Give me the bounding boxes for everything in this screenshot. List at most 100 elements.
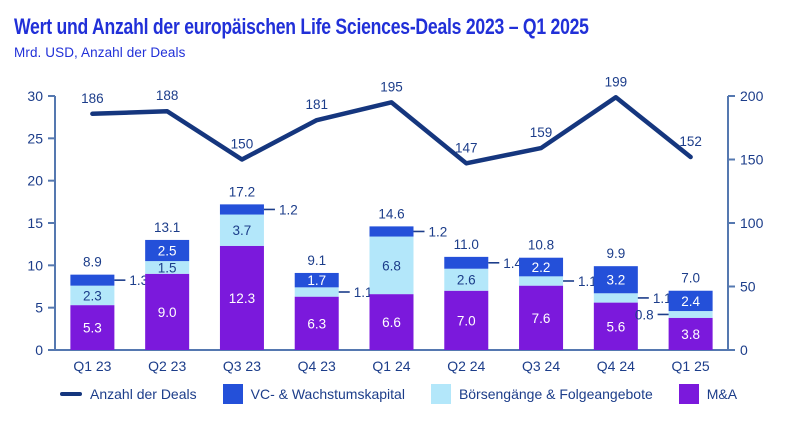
square-swatch-icon: [678, 384, 699, 404]
line-swatch-icon: [60, 392, 82, 396]
line-point-label: 159: [530, 125, 553, 140]
bar-total-label: 9.1: [307, 253, 326, 268]
bar-segment-label: 1.3: [129, 273, 148, 288]
x-axis-category-label: Q3 23: [223, 358, 261, 374]
left-axis-tick-label: 20: [27, 173, 43, 189]
chart-title: Wert und Anzahl der europäischen Life Sc…: [14, 14, 589, 39]
right-axis-tick-label: 50: [740, 279, 756, 295]
bar-segment: [145, 273, 190, 350]
bar-segment: [668, 317, 713, 350]
bar-segment: [593, 266, 638, 294]
legend-item-boersengaenge-folgeangebote: Börsengänge & Folgeangebote: [430, 384, 653, 404]
bar-segment-label: 9.0: [158, 305, 177, 320]
legend-label: M&A: [706, 386, 738, 402]
bar-segment: [145, 239, 190, 262]
chart-legend: Anzahl der Deals VC- & Wachstumskapital …: [60, 384, 737, 404]
bar-segment-label: 7.6: [532, 311, 551, 326]
left-axis-tick-label: 15: [27, 215, 43, 231]
left-axis-tick-label: 0: [35, 342, 43, 358]
bar-segment-label: 1.1: [578, 274, 597, 289]
bar-segment-label: 2.3: [83, 288, 102, 303]
left-axis-tick-label: 5: [35, 300, 43, 316]
bar-segment-label: 0.8: [635, 307, 654, 322]
bar-segment: [219, 245, 264, 350]
bar-segment-label: 3.2: [606, 273, 625, 288]
left-axis-tick-label: 30: [27, 88, 43, 104]
x-axis-category-label: Q2 24: [447, 358, 485, 374]
bar-segment-label: 2.6: [457, 273, 476, 288]
bar-segment-label: 2.2: [532, 260, 551, 275]
bar-segment: [70, 285, 115, 306]
bar-segment-label: 2.5: [158, 244, 177, 259]
bar-total-label: 13.1: [154, 220, 180, 235]
bar-segment: [444, 256, 489, 269]
bar-total-label: 9.9: [606, 246, 625, 261]
bar-segment-label: 6.3: [307, 316, 326, 331]
bar-segment-label: 12.3: [229, 291, 255, 306]
legend-item-vc-wachstumskapital: VC- & Wachstumskapital: [222, 384, 405, 404]
x-axis-category-label: Q1 23: [73, 358, 111, 374]
bar-segment: [294, 272, 339, 288]
line-point-label: 152: [679, 134, 702, 149]
bar-segment: [444, 268, 489, 291]
x-axis-category-label: Q4 23: [298, 358, 336, 374]
bar-segment: [519, 276, 564, 286]
bar-total-label: 7.0: [681, 271, 700, 286]
bar-segment-label: 1.4: [503, 256, 522, 271]
chart-subtitle: Mrd. USD, Anzahl der Deals: [14, 45, 186, 60]
bar-segment-label: 3.7: [233, 223, 252, 238]
bar-segment: [593, 293, 638, 303]
bar-segment-label: 6.8: [382, 258, 401, 273]
bar-segment: [70, 274, 115, 286]
bar-segment-label: 6.6: [382, 315, 401, 330]
x-axis-category-label: Q2 23: [148, 358, 186, 374]
legend-label: VC- & Wachstumskapital: [250, 386, 405, 402]
bar-total-label: 10.8: [528, 238, 554, 253]
bar-segment-label: 1.2: [279, 202, 298, 217]
line-point-label: 147: [455, 140, 478, 155]
x-axis-category-label: Q1 25: [672, 358, 710, 374]
bar-segment: [369, 294, 414, 350]
bar-segment: [519, 285, 564, 350]
line-point-label: 181: [305, 97, 328, 112]
deals-line: [90, 95, 693, 166]
bar-segment-label: 7.0: [457, 313, 476, 328]
bar-segment: [219, 214, 264, 246]
bar-segment-label: 5.3: [83, 321, 102, 336]
x-axis-category-label: Q4 24: [597, 358, 635, 374]
bar-segment: [369, 226, 414, 237]
square-swatch-icon: [430, 384, 451, 404]
x-axis-category-label: Q1 24: [372, 358, 410, 374]
right-axis-tick-label: 0: [740, 342, 748, 358]
bar-segment-label: 1.5: [158, 260, 177, 275]
bar-segment-label: 1.1: [354, 285, 373, 300]
bar-total-label: 17.2: [229, 184, 255, 199]
left-axis-tick-label: 10: [27, 257, 43, 273]
square-swatch-icon: [222, 384, 243, 404]
bar-segment: [294, 296, 339, 350]
legend-item-ma: M&A: [678, 384, 738, 404]
x-axis-category-label: Q3 24: [522, 358, 560, 374]
bar-segment: [668, 290, 713, 312]
bar-segment-label: 2.4: [681, 294, 700, 309]
bar-segment: [294, 287, 339, 297]
right-axis-tick-label: 100: [740, 215, 764, 231]
bar-segment-label: 3.8: [681, 327, 700, 342]
legend-item-anzahl-der-deals: Anzahl der Deals: [60, 386, 197, 402]
bar-total-label: 11.0: [454, 237, 479, 252]
bar-total-label: 8.9: [83, 255, 102, 270]
bar-segment: [70, 305, 115, 350]
right-axis-tick-label: 150: [740, 152, 764, 168]
bar-segment: [145, 261, 190, 274]
bar-segment: [219, 204, 264, 215]
bar-segment: [369, 236, 414, 295]
bar-segment: [519, 257, 564, 277]
bar-segment-label: 1.7: [307, 273, 326, 288]
line-point-label: 199: [605, 74, 628, 89]
bar-segment: [593, 302, 638, 350]
bar-segment-label: 1.1: [653, 291, 672, 306]
bar-segment: [668, 311, 713, 318]
right-axis-tick-label: 200: [740, 88, 764, 104]
bar-segment: [444, 290, 489, 350]
